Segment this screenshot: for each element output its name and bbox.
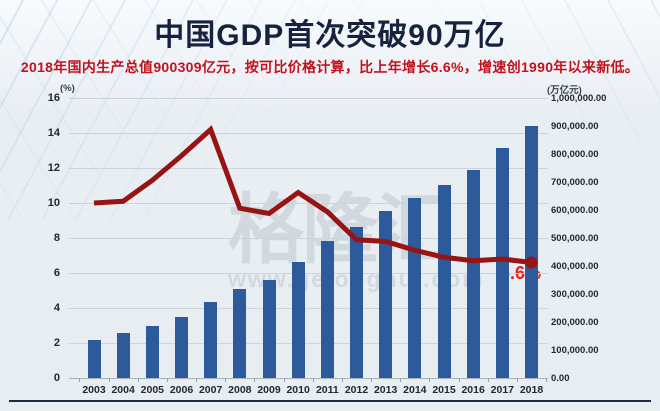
right-axis-tick-8: 200,000.00 <box>551 316 599 328</box>
gridline-8 <box>69 238 548 239</box>
gridline-2 <box>69 343 548 344</box>
x-axis-tick <box>225 378 227 382</box>
x-axis-label-2006: 2006 <box>169 384 194 396</box>
x-axis-tick <box>341 378 343 382</box>
left-axis-tick-12: 12 <box>47 162 60 174</box>
gdp-bar-2005 <box>145 325 159 378</box>
left-axis-tick-6: 6 <box>53 267 60 279</box>
x-axis-label-2005: 2005 <box>140 384 164 396</box>
x-axis-tick <box>487 378 489 382</box>
gridline-6 <box>69 273 548 274</box>
x-axis-label-2008: 2008 <box>228 384 252 396</box>
left-axis-tick-14: 14 <box>47 127 60 139</box>
x-axis-label-2012: 2012 <box>344 384 369 396</box>
left-axis-tick-10: 10 <box>47 197 60 209</box>
x-axis-label-2004: 2004 <box>111 384 135 396</box>
x-axis-label-2007: 2007 <box>198 384 223 396</box>
x-axis-tick <box>79 378 81 382</box>
gridline-10 <box>69 203 548 204</box>
x-axis-tick <box>312 378 314 382</box>
gridline-0 <box>69 378 548 379</box>
growth-line <box>93 125 532 265</box>
gdp-bar-2016 <box>466 169 480 378</box>
x-axis-tick <box>283 378 285 382</box>
line-end-marker <box>525 256 538 269</box>
left-axis-tick-8: 8 <box>53 232 60 244</box>
gridline-14 <box>69 133 548 134</box>
x-axis-tick <box>137 378 139 382</box>
gdp-bar-2009 <box>262 280 276 378</box>
x-axis-tick <box>166 378 168 382</box>
x-axis-label-2009: 2009 <box>257 384 281 396</box>
x-axis-tick <box>254 378 256 382</box>
x-axis-label-2010: 2010 <box>286 384 310 396</box>
footer-divider <box>9 400 651 402</box>
gdp-bar-2003 <box>87 339 101 378</box>
gdp-bar-2015 <box>437 185 451 378</box>
gridline-4 <box>69 308 548 309</box>
x-axis-tick <box>546 378 548 382</box>
x-axis-label-2018: 2018 <box>519 384 544 396</box>
x-axis-tick <box>429 378 431 382</box>
gdp-bar-2012 <box>350 226 363 378</box>
right-axis-tick-5: 500,000.00 <box>551 232 599 244</box>
x-axis-tick <box>108 378 110 382</box>
right-axis-tick-7: 300,000.00 <box>551 288 599 300</box>
x-axis-label-2017: 2017 <box>490 384 514 396</box>
gdp-bar-2007 <box>204 302 218 378</box>
page-title: 中国GDP首次突破90万亿 <box>154 19 506 52</box>
x-axis-tick <box>371 378 373 382</box>
x-axis-label-2003: 2003 <box>82 384 106 396</box>
x-axis-tick <box>400 378 402 382</box>
left-axis-tick-2: 2 <box>53 337 60 349</box>
gridline-16 <box>69 98 548 99</box>
x-axis-label-2014: 2014 <box>403 384 427 396</box>
left-axis-tick-16: 16 <box>47 92 60 104</box>
gdp-bar-2004 <box>116 332 130 378</box>
gdp-bar-2008 <box>233 288 247 378</box>
subtitle: 2018年国内生产总值900309亿元，按可比价格计算，比上年增长6.6%，增速… <box>20 59 640 75</box>
gdp-bar-2014 <box>408 197 422 378</box>
right-axis-tick-3: 700,000.00 <box>551 176 599 188</box>
right-axis-tick-2: 800,000.00 <box>551 148 599 160</box>
x-axis-label-2016: 2016 <box>461 384 485 396</box>
right-axis-tick-1: 900,000.00 <box>551 120 599 132</box>
gdp-bar-2018 <box>525 125 538 378</box>
right-axis-tick-9: 100,000.00 <box>551 344 599 356</box>
left-axis-unit-label: (%) <box>60 83 75 94</box>
right-axis-tick-4: 600,000.00 <box>551 204 599 216</box>
x-axis-label-2011: 2011 <box>315 384 339 396</box>
right-axis-tick-0: 1,000,000.00 <box>551 92 607 104</box>
gdp-bar-2017 <box>495 148 509 378</box>
gridline-12 <box>69 168 548 169</box>
x-axis-tick <box>196 378 198 382</box>
right-axis-tick-10: 0.00 <box>551 372 570 384</box>
gdp-bar-2011 <box>320 240 334 378</box>
growth-line-layer <box>93 125 538 269</box>
x-axis-tick <box>458 378 460 382</box>
gdp-bar-2013 <box>379 211 393 378</box>
x-axis-label-2013: 2013 <box>373 384 398 396</box>
gdp-bar-2010 <box>291 262 305 378</box>
left-axis-tick-0: 0 <box>53 372 60 384</box>
left-axis-tick-4: 4 <box>53 302 60 314</box>
x-axis-tick <box>516 378 518 382</box>
gdp-bar-2006 <box>175 316 188 378</box>
right-axis-unit-label: (万亿元) <box>547 85 582 96</box>
right-axis-tick-6: 400,000.00 <box>551 260 599 272</box>
x-axis-label-2015: 2015 <box>432 384 456 396</box>
